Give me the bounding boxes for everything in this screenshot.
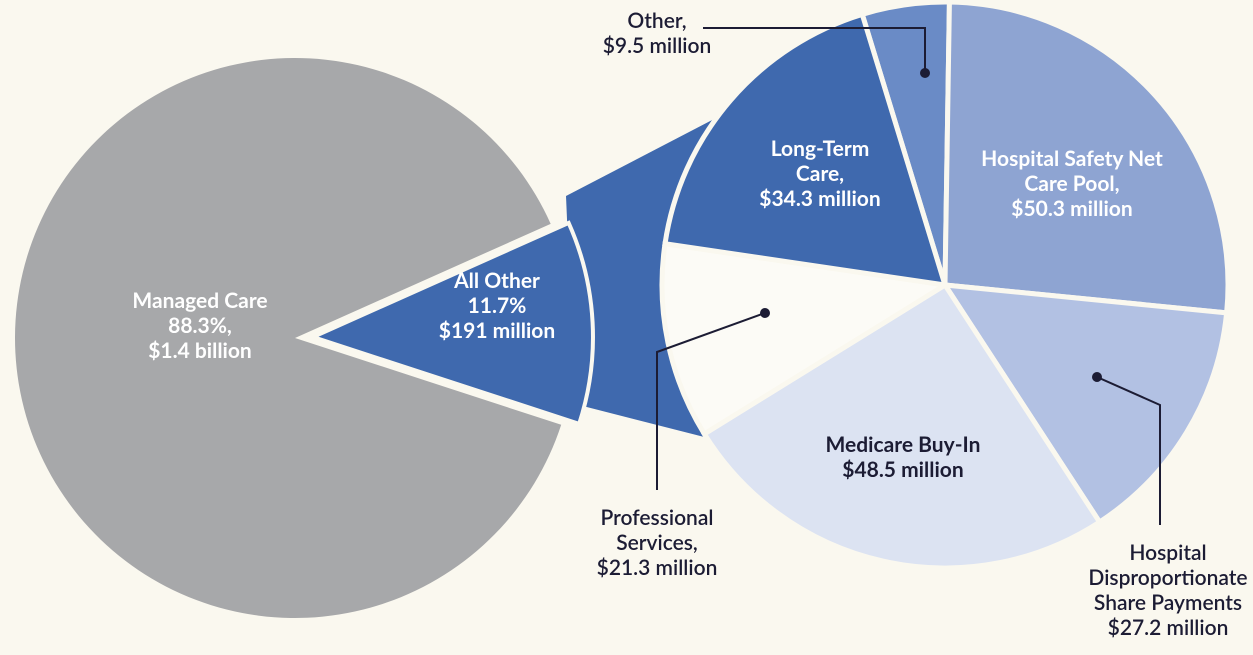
leader-line xyxy=(656,312,766,490)
leader-dots xyxy=(760,68,1102,382)
pie-slice xyxy=(700,281,1104,571)
slice-label: Managed Care 88.3%, $1.4 billion xyxy=(90,288,310,363)
leader-dot xyxy=(1092,372,1102,382)
label-text: $1.4 billion xyxy=(148,338,252,363)
pie-slice xyxy=(659,240,953,438)
label-text: Other, xyxy=(627,8,687,33)
label-text: Professional Services, xyxy=(600,505,714,555)
label-text: $191 million xyxy=(438,318,556,343)
label-text: Hospital Safety Net Care Pool, xyxy=(981,146,1163,196)
slice-label: Medicare Buy-In $48.5 million xyxy=(793,432,1013,482)
pie-slice xyxy=(662,11,949,289)
pie-slice xyxy=(942,0,1231,316)
pie-slice xyxy=(15,57,562,618)
leader-lines xyxy=(656,27,1161,525)
label-text: $21.3 million xyxy=(596,555,718,580)
leader-line xyxy=(703,27,926,73)
leader-line xyxy=(1096,376,1161,525)
slice-label: Hospital Safety Net Care Pool, $50.3 mill… xyxy=(977,146,1167,221)
label-text: $50.3 million xyxy=(1011,196,1133,221)
pie-slice xyxy=(940,281,1230,526)
leader-dot xyxy=(920,68,930,78)
label-text: Hospital Disproportionate Share Payments xyxy=(1088,540,1248,615)
label-text: $48.5 million xyxy=(842,457,964,482)
label-text: $34.3 million xyxy=(759,186,881,211)
slice-label: Professional Services, $21.3 million xyxy=(572,505,742,580)
label-text: Medicare Buy-In xyxy=(825,432,981,457)
slice-label: All Other 11.7% $191 million xyxy=(417,268,577,343)
label-text: All Other xyxy=(454,268,540,293)
label-text: 11.7% xyxy=(467,293,527,318)
leader-dot xyxy=(760,308,770,318)
label-text: Managed Care xyxy=(132,288,268,313)
pie-slice xyxy=(307,220,595,427)
pies xyxy=(15,0,1231,618)
slice-label: Long-Term Care, $34.3 million xyxy=(745,136,895,211)
label-text: $9.5 million xyxy=(602,33,712,58)
slice-label: Hospital Disproportionate Share Payments… xyxy=(1073,540,1253,640)
label-text: Long-Term Care, xyxy=(770,136,870,186)
label-text: 88.3%, xyxy=(168,313,232,338)
label-text: $27.2 million xyxy=(1107,615,1229,640)
slice-label: Other, $9.5 million xyxy=(572,8,742,58)
